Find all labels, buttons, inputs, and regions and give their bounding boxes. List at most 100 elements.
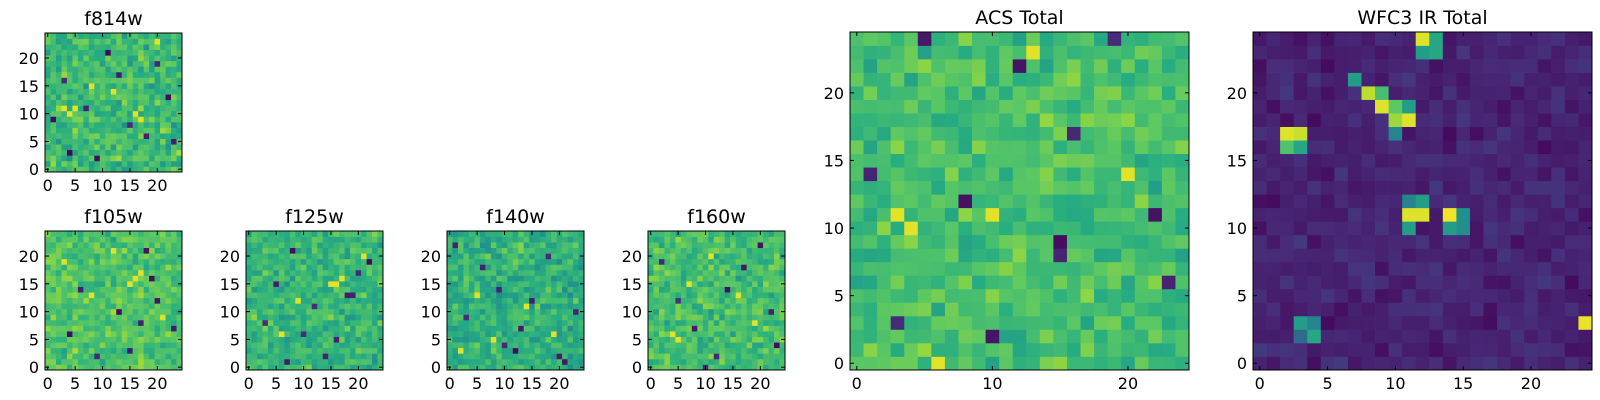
heatmap-cell	[1148, 302, 1163, 317]
heatmap-cell	[1307, 45, 1322, 60]
heatmap-cell	[132, 319, 139, 326]
heatmap-cell	[1080, 248, 1095, 263]
heatmap-cell	[730, 297, 737, 304]
heatmap-cell	[1161, 207, 1176, 222]
heatmap-cell	[518, 325, 525, 332]
heatmap-cell	[763, 353, 769, 360]
heatmap-cell	[83, 314, 90, 321]
heatmap-cell	[468, 353, 475, 360]
heatmap-cell	[110, 303, 117, 310]
heatmap-cell	[55, 144, 62, 151]
heatmap-cell	[176, 38, 183, 45]
heatmap-cell	[1564, 72, 1579, 87]
heatmap-cell	[1080, 234, 1095, 249]
heatmap-cell	[289, 242, 296, 249]
heatmap-cell	[1280, 126, 1295, 141]
heatmap-cell	[958, 153, 973, 168]
heatmap-cell	[763, 297, 769, 304]
heatmap-cell	[121, 258, 128, 265]
heatmap-cell	[55, 236, 62, 243]
heatmap-cell	[77, 121, 84, 128]
heatmap-cell	[1148, 167, 1163, 182]
heatmap-cell	[708, 358, 715, 365]
heatmap-cell	[648, 347, 654, 354]
heatmap-cell	[779, 242, 786, 249]
heatmap-cell	[1456, 113, 1471, 127]
heatmap-cell	[944, 356, 959, 371]
heatmap-cell	[972, 329, 986, 344]
heatmap-cell	[863, 59, 878, 73]
heatmap-cell	[1320, 167, 1335, 182]
heatmap-cell	[127, 253, 134, 260]
heatmap-cell	[99, 66, 106, 73]
heatmap-cell	[50, 155, 57, 162]
heatmap-cell	[1161, 194, 1176, 209]
heatmap-cell	[863, 329, 878, 344]
heatmap-cell	[653, 308, 660, 315]
heatmap-cell	[300, 281, 307, 287]
heatmap-cell	[1347, 261, 1362, 276]
heatmap-cell	[110, 133, 117, 139]
heatmap-cell	[116, 314, 123, 321]
heatmap-cell	[121, 364, 128, 371]
heatmap-cell	[724, 358, 731, 365]
heatmap-cell	[958, 59, 973, 73]
heatmap-cell	[490, 358, 497, 365]
heatmap-cell	[77, 314, 84, 321]
heatmap-cell	[1483, 99, 1498, 114]
heatmap-cell	[479, 281, 486, 287]
heatmap-cell	[322, 342, 329, 349]
heatmap-cell	[1578, 261, 1593, 276]
heatmap-cell	[1442, 86, 1457, 100]
heatmap-cell	[686, 331, 693, 337]
heatmap-cell	[1107, 261, 1122, 276]
heatmap-cell	[339, 342, 345, 349]
heatmap-cell	[45, 264, 51, 271]
heatmap-cell	[1320, 221, 1335, 236]
heatmap-cell	[1121, 153, 1136, 168]
heatmap-cell	[339, 269, 345, 276]
heatmap-cell	[284, 364, 291, 371]
heatmap-cell	[171, 149, 177, 156]
heatmap-cell	[372, 353, 378, 360]
heatmap-cell	[985, 99, 1000, 114]
heatmap-cell	[88, 253, 95, 260]
heatmap-cell	[658, 308, 665, 315]
heatmap-cell	[143, 308, 150, 315]
heatmap-cell	[328, 297, 335, 304]
heatmap-cell	[160, 155, 166, 162]
heatmap-cell	[77, 71, 84, 78]
heatmap-cell	[1375, 153, 1389, 168]
heatmap-cell	[562, 336, 568, 343]
heatmap-cell	[904, 315, 919, 330]
heatmap-cell	[1510, 45, 1525, 60]
heatmap-cell	[479, 347, 486, 354]
heatmap-cell	[713, 353, 720, 360]
heatmap-cell	[94, 275, 101, 282]
heatmap-cell	[518, 258, 525, 265]
heatmap-cell	[573, 325, 579, 332]
heatmap-cell	[72, 83, 79, 89]
heatmap-cell	[88, 55, 95, 62]
heatmap-cell	[551, 253, 557, 260]
heatmap-cell	[121, 264, 128, 271]
heatmap-cell	[904, 261, 919, 276]
heatmap-cell	[1121, 329, 1136, 344]
heatmap-cell	[1094, 153, 1108, 168]
heatmap-cell	[328, 281, 335, 287]
heatmap-cell	[165, 116, 172, 123]
heatmap-cell	[1456, 45, 1471, 60]
heatmap-cell	[578, 286, 585, 293]
heatmap-cell	[361, 308, 367, 315]
heatmap-cell	[55, 242, 62, 249]
heatmap-cell	[479, 286, 486, 293]
heatmap-cell	[779, 258, 786, 265]
heatmap-cell	[355, 308, 362, 315]
heatmap-cell	[1388, 99, 1403, 114]
heatmap-cell	[165, 358, 172, 365]
heatmap-cell	[328, 264, 335, 271]
heatmap-cell	[512, 325, 519, 332]
heatmap-cell	[774, 325, 780, 332]
heatmap-cell	[1456, 315, 1471, 330]
heatmap-cell	[779, 331, 786, 337]
